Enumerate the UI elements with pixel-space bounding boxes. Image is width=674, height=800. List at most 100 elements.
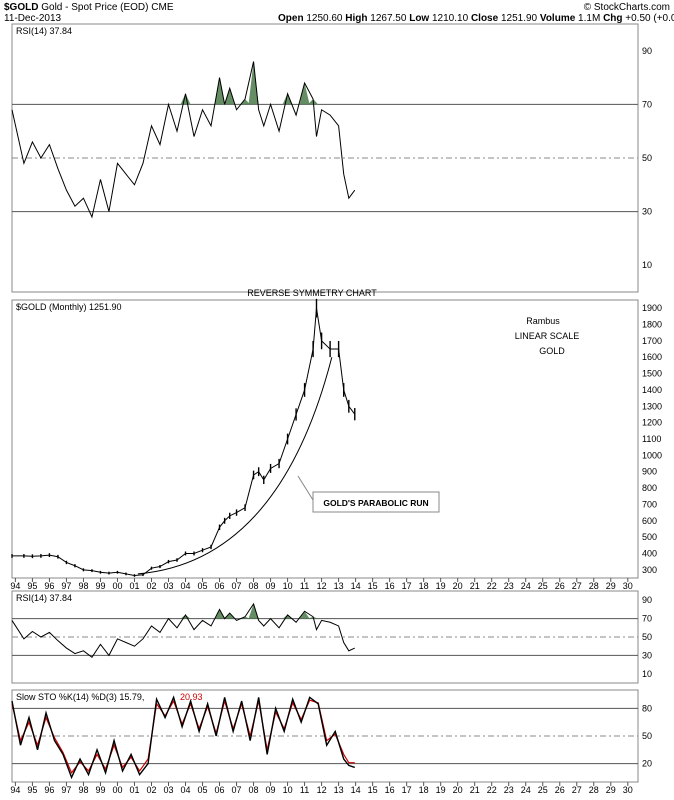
xtick-price-29: 29: [606, 581, 616, 591]
ytick-price_monthly-400: 400: [642, 548, 657, 558]
xtick-sto-28: 28: [589, 785, 599, 795]
stat-label-volume: Volume: [539, 13, 579, 24]
xtick-price-97: 97: [61, 581, 71, 591]
xtick-sto-94: 94: [10, 785, 20, 795]
xtick-sto-96: 96: [44, 785, 54, 795]
xtick-sto-98: 98: [78, 785, 88, 795]
xtick-price-11: 11: [300, 581, 309, 591]
rsi-overbought-fill: [224, 88, 235, 105]
xtick-price-28: 28: [589, 581, 599, 591]
xtick-sto-24: 24: [521, 785, 531, 795]
ytick-rsi_top-10: 10: [642, 260, 652, 270]
xtick-sto-19: 19: [436, 785, 446, 795]
panel-frame-price_monthly: [11, 299, 639, 579]
rsi-overbought-fill: [180, 614, 191, 619]
series-line-rsi_mid: [11, 602, 355, 658]
annotation-linear-scale: LINEAR SCALE: [515, 331, 580, 341]
xtick-price-16: 16: [385, 581, 395, 591]
xtick-price-17: 17: [402, 581, 412, 591]
sto-k-line: [11, 695, 355, 780]
xtick-sto-22: 22: [487, 785, 497, 795]
rsi-overbought-fill: [299, 82, 310, 105]
rsi-overbought-fill: [214, 77, 225, 105]
xtick-price-20: 20: [453, 581, 463, 591]
xtick-price-10: 10: [283, 581, 293, 591]
rsi-overbought-fill: [248, 61, 259, 105]
xtick-sto-23: 23: [504, 785, 514, 795]
stat-value-close: 1251.90: [500, 13, 540, 24]
xtick-sto-30: 30: [623, 785, 633, 795]
xtick-price-02: 02: [146, 581, 156, 591]
xtick-price-09: 09: [266, 581, 276, 591]
xtick-sto-99: 99: [95, 785, 105, 795]
ytick-rsi_top-70: 70: [642, 99, 652, 109]
xtick-price-14: 14: [351, 581, 361, 591]
ytick-price_monthly-1200: 1200: [642, 418, 662, 428]
xtick-price-25: 25: [538, 581, 548, 591]
ytick-slow_sto-50: 50: [642, 731, 652, 741]
annotation-parabolic-run: GOLD'S PARABOLIC RUN: [323, 498, 428, 508]
exchange: CME: [151, 2, 174, 13]
xtick-price-05: 05: [198, 581, 208, 591]
instrument-name: Gold - Spot Price (EOD): [41, 2, 149, 13]
xtick-sto-18: 18: [419, 785, 429, 795]
series-line-rsi_top: [11, 61, 356, 219]
legend-slow_sto: Slow STO %K(14) %D(3) 15.79,: [16, 692, 144, 702]
xtick-sto-20: 20: [453, 785, 463, 795]
ytick-price_monthly-1500: 1500: [642, 369, 662, 379]
ytick-price_monthly-500: 500: [642, 532, 657, 542]
xtick-price-00: 00: [112, 581, 122, 591]
brand-watermark: © StockCharts.com: [583, 2, 670, 13]
stat-value-chg: +0.50 (+0.04%): [625, 13, 674, 24]
ytick-rsi_mid-10: 10: [642, 669, 652, 679]
rsi-overbought-fill: [282, 93, 293, 105]
symbol: $GOLD: [4, 2, 39, 13]
ytick-rsi_top-50: 50: [642, 153, 652, 163]
stat-label-chg: Chg: [603, 13, 626, 24]
legend-rsi_mid: RSI(14) 37.84: [16, 593, 72, 603]
rsi-overbought-fill: [180, 93, 191, 105]
xtick-price-15: 15: [368, 581, 378, 591]
xtick-sto-17: 17: [402, 785, 412, 795]
parabolic-arc: [137, 357, 333, 575]
xtick-price-27: 27: [572, 581, 582, 591]
ytick-rsi_top-90: 90: [642, 46, 652, 56]
xtick-sto-00: 00: [112, 785, 122, 795]
xtick-sto-08: 08: [249, 785, 259, 795]
rsi-overbought-fill: [248, 603, 259, 619]
xtick-price-07: 07: [232, 581, 242, 591]
xtick-sto-07: 07: [232, 785, 242, 795]
xtick-price-19: 19: [436, 581, 446, 591]
xtick-price-06: 06: [215, 581, 225, 591]
xtick-price-04: 04: [181, 581, 191, 591]
rsi-overbought-fill: [299, 611, 310, 619]
callout-box: [312, 491, 440, 513]
xtick-sto-14: 14: [351, 785, 361, 795]
chart-title: REVERSE SYMMETRY CHART: [247, 288, 377, 298]
xtick-price-21: 21: [470, 581, 480, 591]
xtick-price-13: 13: [334, 581, 344, 591]
xtick-sto-26: 26: [555, 785, 565, 795]
rsi-overbought-fill: [240, 99, 251, 105]
xtick-price-22: 22: [487, 581, 497, 591]
xtick-sto-09: 09: [266, 785, 276, 795]
xtick-price-99: 99: [95, 581, 105, 591]
ytick-slow_sto-80: 80: [642, 703, 652, 713]
xtick-price-96: 96: [44, 581, 54, 591]
xtick-price-95: 95: [27, 581, 37, 591]
annotation-gold: GOLD: [539, 346, 565, 356]
xtick-price-30: 30: [623, 581, 633, 591]
xtick-price-01: 01: [129, 581, 139, 591]
ytick-price_monthly-1400: 1400: [642, 385, 662, 395]
stat-label-high: High: [345, 13, 371, 24]
rsi-overbought-fill: [224, 613, 235, 619]
xtick-sto-04: 04: [181, 785, 191, 795]
stat-label-low: Low: [409, 13, 432, 24]
ytick-price_monthly-1900: 1900: [642, 303, 662, 313]
ytick-price_monthly-1100: 1100: [642, 434, 661, 444]
xtick-sto-95: 95: [27, 785, 37, 795]
stat-value-high: 1267.50: [370, 13, 410, 24]
ytick-price_monthly-1800: 1800: [642, 320, 662, 330]
